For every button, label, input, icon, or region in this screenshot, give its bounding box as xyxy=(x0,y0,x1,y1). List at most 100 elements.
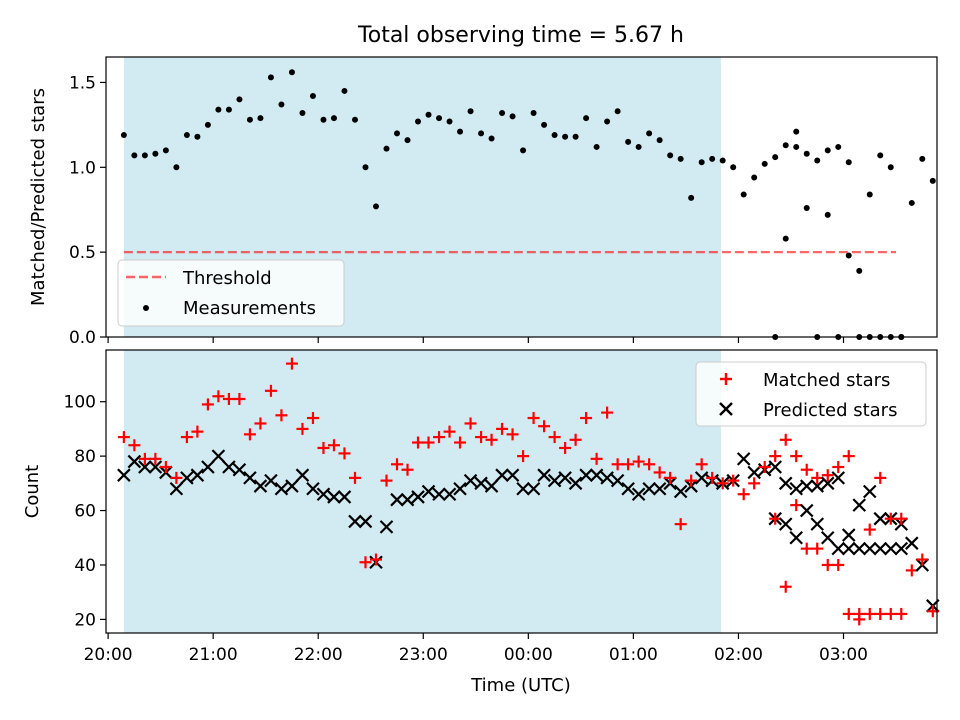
predicted-star-point xyxy=(379,520,394,534)
matched-star-point xyxy=(674,518,687,531)
matched-star-point xyxy=(391,458,404,471)
measurement-point xyxy=(835,143,842,150)
matched-star-point xyxy=(611,458,624,471)
predicted-star-point xyxy=(127,454,142,469)
y-tick-label: 0.0 xyxy=(69,328,96,348)
predicted-star-point xyxy=(421,484,436,499)
y-tick-label: 100 xyxy=(64,393,96,413)
predicted-stroke xyxy=(495,468,509,482)
matched-star-point xyxy=(758,461,771,474)
predicted-stroke xyxy=(810,517,825,531)
matched-star-point xyxy=(538,420,551,433)
predicted-stroke xyxy=(484,479,499,493)
matched-star-point xyxy=(433,431,446,444)
matched-star-point xyxy=(664,471,677,484)
predicted-stroke xyxy=(348,514,362,529)
predicted-stroke xyxy=(327,490,341,504)
predicted-stroke xyxy=(831,541,846,556)
predicted-star-point xyxy=(243,471,257,485)
predicted-stroke xyxy=(453,482,467,496)
matched-star-point xyxy=(348,471,361,484)
matched-star-point xyxy=(201,398,214,411)
y-tick-label: 20 xyxy=(74,610,96,630)
predicted-stroke xyxy=(432,487,446,501)
measurement-point xyxy=(278,101,285,108)
matched-star-point xyxy=(779,433,792,446)
measurement-point xyxy=(162,147,169,154)
predicted-star-point xyxy=(873,511,888,526)
predicted-star-point xyxy=(789,530,804,545)
predicted-star-point xyxy=(621,482,635,496)
chart-title: Total observing time = 5.67 h xyxy=(357,23,684,48)
measurement-point xyxy=(351,116,358,123)
predicted-star-point xyxy=(820,476,835,491)
measurement-point xyxy=(698,159,705,166)
matched-star-point xyxy=(222,392,235,405)
predicted-star-point xyxy=(789,482,804,496)
matched-star-point xyxy=(306,412,319,425)
x-tick-label: 23:00 xyxy=(399,645,448,665)
matched-star-point xyxy=(464,417,477,430)
predicted-star-point xyxy=(348,514,362,529)
predicted-stroke xyxy=(190,468,205,482)
measurement-point xyxy=(908,199,915,206)
ratio-legend: Threshold Measurements xyxy=(117,259,345,327)
predicted-stroke xyxy=(274,482,289,496)
count-marks xyxy=(117,357,940,626)
predicted-star-point xyxy=(274,482,289,496)
predicted-star-point xyxy=(778,476,793,491)
matched-star-point xyxy=(496,422,509,435)
legend-matched-label: Matched stars xyxy=(763,370,890,391)
predicted-star-point xyxy=(862,484,877,499)
predicted-star-point xyxy=(337,490,352,504)
predicted-star-point xyxy=(484,479,499,493)
predicted-star-point xyxy=(558,471,572,485)
measurement-point xyxy=(415,118,422,125)
measurement-point xyxy=(740,191,747,198)
predicted-stroke xyxy=(516,482,530,496)
predicted-stroke xyxy=(631,487,646,501)
measurement-point xyxy=(267,74,274,81)
ratio-axes-frame xyxy=(105,56,938,338)
predicted-star-point xyxy=(190,468,205,482)
predicted-star-point xyxy=(222,460,236,474)
measurement-point xyxy=(499,110,506,116)
predicted-star-point xyxy=(201,460,215,474)
predicted-star-point xyxy=(516,482,530,496)
predicted-star-point xyxy=(264,473,278,488)
predicted-stroke xyxy=(222,460,236,474)
measurement-point xyxy=(719,157,726,164)
matched-star-point xyxy=(443,425,456,438)
predicted-star-point xyxy=(432,487,446,501)
matched-star-point xyxy=(401,463,414,476)
measurement-point xyxy=(614,108,621,115)
y-tick-label: 60 xyxy=(74,502,96,522)
predicted-stroke xyxy=(747,465,761,480)
predicted-star-point xyxy=(841,541,856,556)
measurement-point xyxy=(446,118,453,125)
predicted-stroke xyxy=(778,476,793,491)
predicted-star-point xyxy=(148,460,163,474)
matched-star-point xyxy=(128,439,141,452)
predicted-stroke xyxy=(411,490,425,504)
measurement-point xyxy=(246,116,253,123)
predicted-star-point xyxy=(799,479,814,493)
measurement-point xyxy=(814,157,821,164)
y-tick-label: 0.5 xyxy=(69,243,96,263)
measurement-point xyxy=(457,128,464,135)
predicted-stroke xyxy=(568,476,583,491)
predicted-star-point xyxy=(610,473,625,488)
measurement-point xyxy=(141,152,148,159)
predicted-star-point xyxy=(768,460,782,474)
predicted-star-point xyxy=(747,465,761,480)
matched-star-point xyxy=(369,553,382,566)
measurement-point xyxy=(583,115,590,122)
predicted-stroke xyxy=(558,471,572,485)
matched-star-point xyxy=(632,455,645,468)
predicted-star-point xyxy=(778,517,793,531)
predicted-stroke xyxy=(138,460,152,474)
matched-star-point xyxy=(590,452,603,465)
predicted-stroke xyxy=(127,454,142,469)
matched-star-point xyxy=(380,474,393,487)
